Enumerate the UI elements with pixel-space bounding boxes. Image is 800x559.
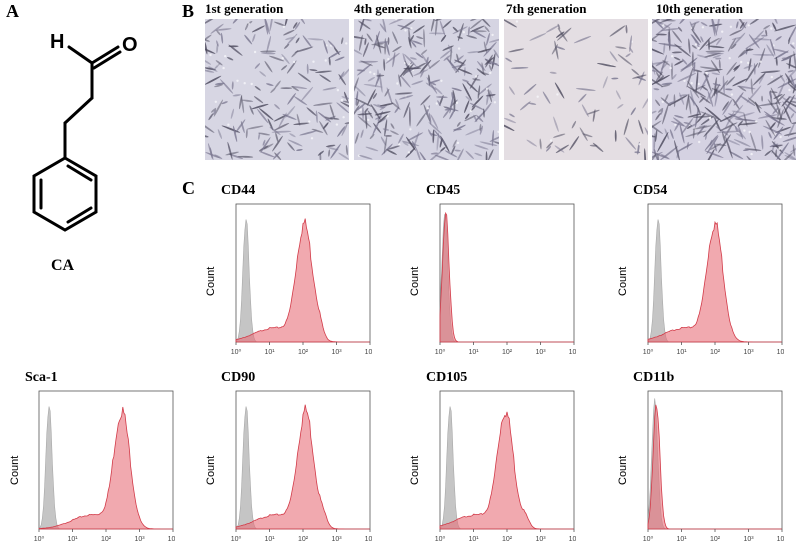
y-axis-label-cd54: Count [617, 266, 629, 296]
x-tick-label: 10⁰ [231, 535, 242, 543]
x-tick-label: 10³ [535, 349, 546, 356]
x-tick-label: 10¹ [67, 536, 78, 543]
x-tick-label: 10¹ [468, 349, 479, 356]
x-tick-label: 10² [101, 536, 112, 543]
x-tick-label: 10⁴ [168, 536, 175, 543]
x-tick-label: 10⁴ [365, 349, 372, 356]
histogram-cd54: 10⁰ 10¹ 10² 10³ 10⁴ [643, 203, 784, 356]
marker-title-cd44: CD44 [221, 183, 256, 198]
marker-title-cd54: CD54 [633, 183, 668, 198]
y-axis-label-cd11b: Count [617, 455, 629, 485]
x-tick-label: 10² [298, 536, 309, 543]
marker-title-cd105: CD105 [426, 370, 468, 385]
y-axis-label-cd45: Count [409, 266, 421, 296]
hydrogen-atom-label: H [50, 31, 64, 53]
micrograph-1st-generation [205, 19, 349, 160]
x-tick-label: 10¹ [264, 349, 275, 356]
y-axis-label-cd90: Count [205, 455, 217, 485]
cinnamaldehyde-structure: H O [32, 31, 138, 232]
micrograph-10th-generation [652, 19, 796, 160]
generation-label-1: 1st generation [205, 1, 284, 16]
x-tick-label: 10² [710, 536, 721, 543]
x-tick-label: 10¹ [676, 536, 687, 543]
marker-title-cd90: CD90 [221, 370, 256, 385]
cell-texture [205, 19, 349, 160]
histogram-sca1: 10⁰ 10¹ 10² 10³ 10⁴ [34, 390, 175, 543]
plot-frame [439, 203, 575, 343]
x-tick-label: 10³ [535, 536, 546, 543]
cell-texture [354, 19, 499, 160]
x-tick-label: 10³ [743, 349, 754, 356]
y-axis-label-cd105: Count [409, 455, 421, 485]
cell-texture [652, 19, 796, 160]
panel-a-letter: A [6, 1, 19, 21]
x-tick-label: 10⁰ [435, 535, 446, 543]
x-tick-label: 10² [502, 536, 513, 543]
marker-title-cd11b: CD11b [633, 370, 675, 385]
x-tick-label: 10² [502, 349, 513, 356]
y-axis-label-cd44: Count [205, 266, 217, 296]
histogram-cd44: 10⁰ 10¹ 10² 10³ 10⁴ [231, 203, 372, 356]
generation-label-7: 7th generation [506, 1, 587, 16]
x-tick-label: 10² [298, 349, 309, 356]
cell-texture [504, 19, 648, 160]
micrograph-7th-generation [504, 19, 648, 160]
marker-histogram [235, 404, 370, 530]
x-tick-label: 10³ [743, 536, 754, 543]
x-tick-label: 10⁴ [569, 349, 576, 356]
x-tick-label: 10⁴ [365, 536, 372, 543]
y-axis-label-sca1: Count [9, 455, 21, 485]
panel-c-letter: C [182, 178, 195, 198]
histogram-cd105: 10⁰ 10¹ 10² 10³ 10⁴ [435, 390, 576, 543]
x-tick-label: 10³ [331, 536, 342, 543]
marker-histogram [647, 220, 782, 343]
x-tick-label: 10¹ [264, 536, 275, 543]
x-tick-label: 10¹ [468, 536, 479, 543]
marker-histogram [439, 411, 574, 530]
x-tick-label: 10⁴ [569, 536, 576, 543]
x-tick-label: 10³ [331, 349, 342, 356]
x-tick-label: 10⁰ [34, 535, 45, 543]
x-tick-label: 10⁰ [643, 535, 654, 543]
marker-title-sca1: Sca-1 [25, 370, 58, 385]
x-tick-label: 10⁰ [643, 348, 654, 356]
marker-histogram [38, 406, 173, 530]
x-tick-label: 10⁴ [777, 536, 784, 543]
marker-histogram [235, 218, 370, 343]
histogram-cd11b: 10⁰ 10¹ 10² 10³ 10⁴ [643, 390, 784, 543]
x-tick-label: 10⁰ [435, 348, 446, 356]
x-tick-label: 10³ [134, 536, 145, 543]
micrograph-4th-generation [354, 19, 499, 160]
panel-b-letter: B [182, 1, 195, 21]
generation-label-4: 4th generation [354, 1, 435, 16]
x-tick-label: 10¹ [676, 349, 687, 356]
x-tick-label: 10² [710, 349, 721, 356]
x-tick-label: 10⁴ [777, 349, 784, 356]
marker-title-cd45: CD45 [426, 183, 461, 198]
generation-label-10: 10th generation [656, 1, 744, 16]
oxygen-atom-label: O [122, 34, 138, 56]
compound-label: CA [51, 257, 75, 274]
x-tick-label: 10⁰ [231, 348, 242, 356]
histogram-cd45: 10⁰ 10¹ 10² 10³ 10⁴ [435, 203, 576, 356]
plot-frame [647, 390, 783, 530]
histogram-cd90: 10⁰ 10¹ 10² 10³ 10⁴ [231, 390, 372, 543]
